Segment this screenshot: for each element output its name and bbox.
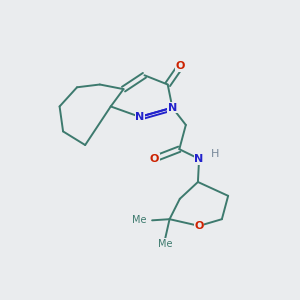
Text: Me: Me <box>158 239 172 249</box>
Text: H: H <box>211 149 220 159</box>
Text: O: O <box>176 61 185 71</box>
Text: N: N <box>135 112 144 122</box>
Text: N: N <box>168 103 177 112</box>
Text: N: N <box>194 154 204 164</box>
Text: Me: Me <box>132 215 146 225</box>
Text: O: O <box>194 221 204 231</box>
Text: O: O <box>149 154 159 164</box>
